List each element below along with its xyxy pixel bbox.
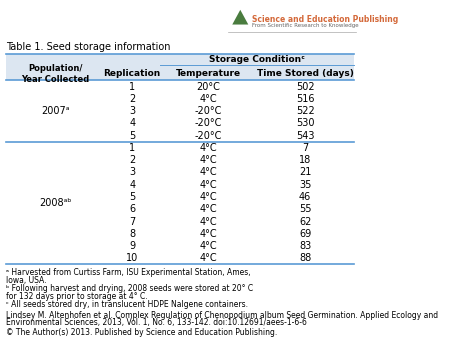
Text: 530: 530 (296, 118, 315, 128)
Text: 69: 69 (299, 229, 311, 239)
Text: 522: 522 (296, 106, 315, 116)
Text: Lindsey M. Altenhofen et al. Complex Regulation of Chenopodium album Seed Germin: Lindsey M. Altenhofen et al. Complex Reg… (6, 311, 439, 320)
Text: ᵇ Following harvest and drying, 2008 seeds were stored at 20° C: ᵇ Following harvest and drying, 2008 see… (6, 284, 253, 293)
Text: 2008ᵃᵇ: 2008ᵃᵇ (39, 198, 72, 208)
Text: 2007ᵃ: 2007ᵃ (41, 106, 69, 116)
Text: Table 1. Seed storage information: Table 1. Seed storage information (6, 42, 171, 52)
Text: 83: 83 (299, 241, 311, 251)
Text: 4°C: 4°C (199, 94, 217, 104)
Text: for 132 days prior to storage at 4° C.: for 132 days prior to storage at 4° C. (6, 292, 148, 301)
Text: 9: 9 (129, 241, 135, 251)
Text: 4°C: 4°C (199, 229, 217, 239)
Text: 35: 35 (299, 180, 311, 190)
Text: Iowa, USA.: Iowa, USA. (6, 276, 47, 285)
Text: ᵃ Harvested from Curtiss Farm, ISU Experimental Station, Ames,: ᵃ Harvested from Curtiss Farm, ISU Exper… (6, 268, 251, 277)
Text: 21: 21 (299, 167, 311, 177)
Text: 8: 8 (129, 229, 135, 239)
Text: ᶜ All seeds stored dry, in translucent HDPE Nalgene containers.: ᶜ All seeds stored dry, in translucent H… (6, 300, 248, 309)
Text: 4°C: 4°C (199, 241, 217, 251)
Text: 5: 5 (129, 131, 135, 141)
Text: 1: 1 (129, 81, 135, 92)
Text: 4°C: 4°C (199, 254, 217, 263)
Text: -20°C: -20°C (194, 131, 222, 141)
Text: 4°C: 4°C (199, 192, 217, 202)
Text: 3: 3 (129, 167, 135, 177)
Text: 4: 4 (129, 180, 135, 190)
Text: 46: 46 (299, 192, 311, 202)
Text: From Scientific Research to Knowledge: From Scientific Research to Knowledge (252, 23, 359, 28)
Text: 1: 1 (129, 143, 135, 153)
Text: 20°C: 20°C (196, 81, 220, 92)
Bar (6, 54, 354, 80)
Text: 543: 543 (296, 131, 315, 141)
Text: Population/
Year Collected: Population/ Year Collected (21, 65, 90, 84)
Polygon shape (232, 10, 248, 25)
Text: 4°C: 4°C (199, 143, 217, 153)
Text: © The Author(s) 2013. Published by Science and Education Publishing.: © The Author(s) 2013. Published by Scien… (6, 328, 278, 337)
Text: -20°C: -20°C (194, 106, 222, 116)
Text: 4: 4 (129, 118, 135, 128)
Text: 4°C: 4°C (199, 180, 217, 190)
Text: Replication: Replication (104, 69, 161, 78)
Text: 502: 502 (296, 81, 315, 92)
Text: 7: 7 (302, 143, 308, 153)
Text: 2: 2 (129, 155, 135, 165)
Text: Time Stored (days): Time Stored (days) (256, 69, 354, 78)
Text: -20°C: -20°C (194, 118, 222, 128)
Text: 10: 10 (126, 254, 138, 263)
Text: 3: 3 (129, 106, 135, 116)
Text: 516: 516 (296, 94, 315, 104)
Text: Environmental Sciences, 2013, Vol. 1, No. 6, 133-142. doi:10.12691/aees-1-6-6: Environmental Sciences, 2013, Vol. 1, No… (6, 318, 307, 328)
Text: 2: 2 (129, 94, 135, 104)
Text: Temperature: Temperature (176, 69, 241, 78)
Text: 6: 6 (129, 204, 135, 214)
Text: 4°C: 4°C (199, 167, 217, 177)
Text: 4°C: 4°C (199, 217, 217, 226)
Text: 7: 7 (129, 217, 135, 226)
Text: 5: 5 (129, 192, 135, 202)
Text: 55: 55 (299, 204, 311, 214)
Text: 4°C: 4°C (199, 204, 217, 214)
Text: Science and Education Publishing: Science and Education Publishing (252, 15, 399, 24)
Text: Storage Conditionᶜ: Storage Conditionᶜ (209, 55, 305, 64)
Text: 62: 62 (299, 217, 311, 226)
Text: 18: 18 (299, 155, 311, 165)
Text: 4°C: 4°C (199, 155, 217, 165)
Text: 88: 88 (299, 254, 311, 263)
